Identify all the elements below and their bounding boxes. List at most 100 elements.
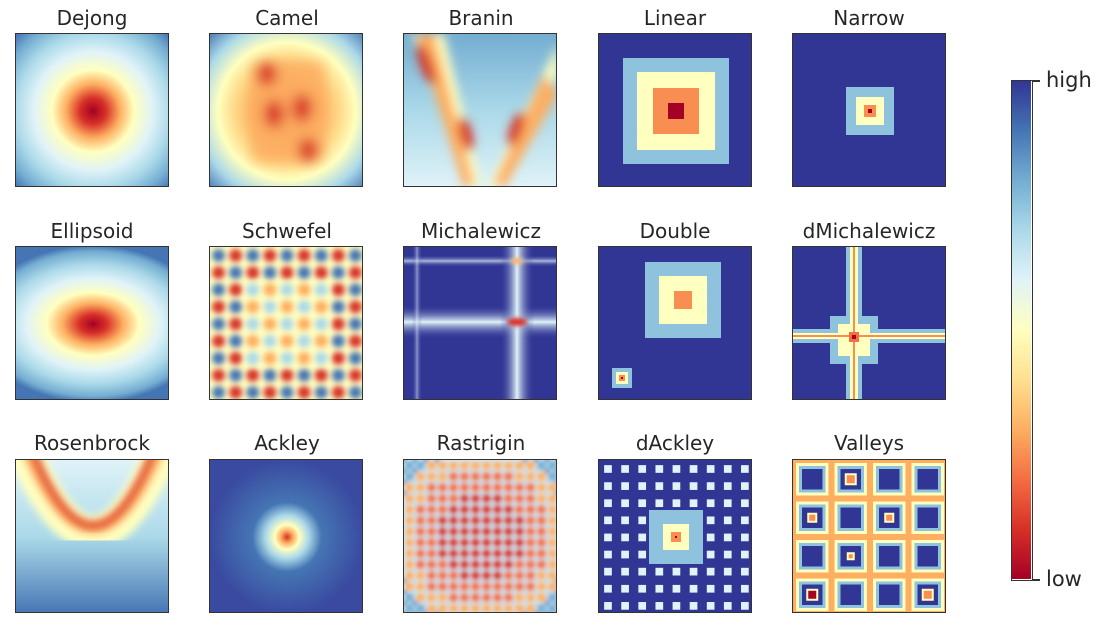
rastrigin-peak <box>534 611 538 612</box>
rastrigin-peak <box>500 512 506 518</box>
schwefel-cell <box>314 368 328 382</box>
dackley-cell <box>723 602 732 610</box>
rastrigin-cell <box>503 526 514 537</box>
rastrigin-peak <box>412 578 418 584</box>
rastrigin-peak <box>544 490 550 496</box>
schwefel-cell <box>297 249 311 263</box>
rastrigin-peak <box>468 611 472 612</box>
rastrigin-peak <box>467 567 473 573</box>
dackley-cell <box>638 602 647 610</box>
rastrigin-cell <box>470 581 481 592</box>
rastrigin-cell <box>514 460 525 471</box>
dackley-cell <box>621 550 629 559</box>
dackley-cell <box>706 584 715 593</box>
dackley-cell <box>689 482 698 490</box>
rastrigin-peak <box>456 468 462 474</box>
schwefel-cell <box>280 283 294 297</box>
panel-title-michalewicz: Michalewicz <box>420 219 541 243</box>
rastrigin-cell <box>470 570 481 581</box>
rastrigin-peak <box>445 479 451 485</box>
rastrigin-peak <box>555 568 556 572</box>
rastrigin-peak <box>445 589 451 595</box>
rastrigin-peak <box>511 578 517 584</box>
rastrigin-peak <box>423 600 429 606</box>
rastrigin-peak <box>511 460 517 463</box>
rastrigin-cell <box>514 526 525 537</box>
heatmap-dackley <box>598 459 752 613</box>
dackley-cell <box>655 567 664 576</box>
rastrigin-peak <box>434 501 440 507</box>
rastrigin-peak <box>445 490 451 496</box>
rastrigin-cell <box>415 570 426 581</box>
rastrigin-peak <box>456 567 462 573</box>
schwefel-cell <box>246 283 260 297</box>
rastrigin-cell <box>492 570 503 581</box>
rastrigin-cell <box>404 460 415 471</box>
dackley-cell <box>604 516 612 525</box>
rastrigin-peak <box>412 600 418 606</box>
rastrigin-cell <box>503 570 514 581</box>
rastrigin-peak <box>423 490 429 496</box>
panel-title-narrow: Narrow <box>833 6 905 30</box>
rastrigin-peak <box>511 567 517 573</box>
schwefel-cell <box>297 385 311 399</box>
rastrigin-peak <box>445 545 451 551</box>
rastrigin-peak <box>479 611 483 612</box>
dackley-cell <box>638 567 647 576</box>
rastrigin-peak <box>522 501 528 507</box>
rastrigin-cell <box>426 537 437 548</box>
rastrigin-cell <box>426 603 437 612</box>
rastrigin-cell <box>437 603 448 612</box>
rastrigin-cell <box>536 559 547 570</box>
rastrigin-cell <box>437 504 448 515</box>
rastrigin-cell <box>437 460 448 471</box>
rastrigin-cell <box>437 526 448 537</box>
rastrigin-cell <box>415 548 426 559</box>
schwefel-cell <box>331 249 345 263</box>
rastrigin-peak <box>456 512 462 518</box>
dackley-cell <box>621 584 629 593</box>
rastrigin-peak <box>412 556 418 562</box>
rastrigin-cell <box>514 592 525 603</box>
rastrigin-peak <box>500 490 506 496</box>
schwefel-cell <box>246 351 260 365</box>
valley-min <box>808 590 817 599</box>
rastrigin-peak <box>404 600 407 606</box>
rastrigin-peak <box>467 479 473 485</box>
schwefel-cell <box>331 351 345 365</box>
dackley-cell <box>706 567 715 576</box>
rastrigin-cell <box>459 526 470 537</box>
rastrigin-cell <box>415 515 426 526</box>
rastrigin-cell <box>536 592 547 603</box>
rastrigin-peak <box>489 534 495 540</box>
rastrigin-peak <box>456 589 462 595</box>
rastrigin-peak <box>467 600 473 606</box>
rastrigin-cell <box>448 482 459 493</box>
rastrigin-peak <box>533 567 539 573</box>
rastrigin-peak <box>544 512 550 518</box>
rastrigin-peak <box>555 480 556 484</box>
rastrigin-peak <box>533 501 539 507</box>
rastrigin-peak <box>445 512 451 518</box>
rastrigin-peak <box>434 567 440 573</box>
rastrigin-peak <box>434 468 440 474</box>
rastrigin-peak <box>533 589 539 595</box>
schwefel-cell <box>263 351 277 365</box>
rastrigin-cell <box>459 493 470 504</box>
dackley-cell <box>655 584 664 593</box>
rastrigin-peak <box>500 567 506 573</box>
rastrigin-peak <box>522 479 528 485</box>
dackley-cell <box>689 584 698 593</box>
dackley-cell <box>689 499 698 508</box>
rastrigin-peak <box>500 460 506 463</box>
rastrigin-cell <box>448 471 459 482</box>
dackley-cell <box>741 602 749 610</box>
schwefel-cell <box>331 283 345 297</box>
rastrigin-cell <box>481 504 492 515</box>
rastrigin-cell <box>503 592 514 603</box>
rastrigin-peak <box>412 512 418 518</box>
rastrigin-peak <box>555 524 556 528</box>
rastrigin-cell <box>448 559 459 570</box>
rastrigin-peak <box>555 557 556 561</box>
heatmap-schwefel <box>209 246 363 400</box>
